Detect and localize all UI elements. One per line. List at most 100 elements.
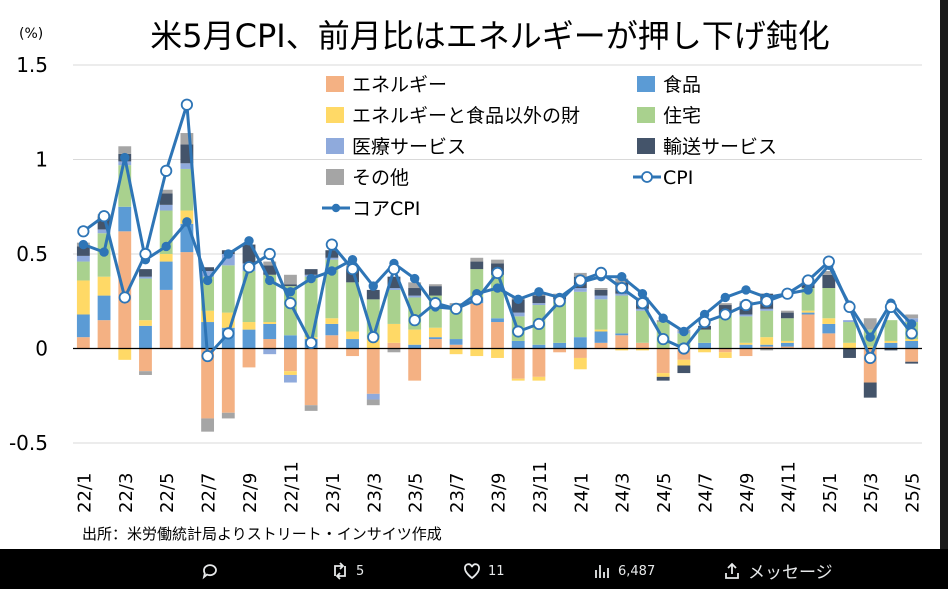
cpi-point (263, 247, 276, 261)
bar-segment (615, 293, 629, 296)
legend-swatch (637, 76, 655, 92)
cpi-point (346, 263, 359, 276)
chart-card: 米5月CPI、前月比はエネルギーが押し下げ鈍化 (%) -0.5 0 0.5 1 1.5 22… (0, 0, 940, 549)
bar-segment (408, 295, 422, 298)
bar-segment (325, 323, 339, 336)
cpi-point (657, 332, 670, 346)
bar-segment (884, 348, 898, 351)
bar-segment (843, 320, 856, 323)
cpi-point (843, 300, 856, 314)
bar-segment (801, 288, 815, 311)
bar-segment (780, 318, 794, 341)
x-tick-label: 22/11 (281, 461, 302, 513)
bar-segment (159, 289, 173, 349)
bar-segment (139, 371, 152, 375)
y-tick-label: -0.5 (9, 431, 48, 455)
legend-swatch (326, 169, 344, 185)
bar-segment (242, 329, 256, 349)
core-cpi-point (617, 271, 627, 282)
bar-segment (532, 348, 546, 377)
bar-segment (822, 333, 836, 349)
core-cpi-point (223, 249, 234, 259)
bar-segment (905, 348, 919, 362)
bar-segment (594, 329, 608, 332)
core-cpi-point (99, 247, 109, 257)
legend-swatch (326, 76, 344, 92)
bar-segment (428, 284, 442, 287)
bar-segment (387, 348, 401, 353)
bar-segment (118, 348, 132, 360)
bar-segment (263, 339, 277, 349)
core-cpi-point (161, 241, 171, 252)
bar-segment (718, 352, 732, 358)
bar-segment (573, 291, 587, 338)
bar-segment (139, 348, 152, 372)
bar-segment (118, 146, 132, 154)
bar-segment (780, 346, 794, 349)
retweet-button[interactable]: 5 (330, 561, 364, 581)
bar-segment (470, 257, 484, 262)
bar-segment (636, 342, 649, 349)
scrollbar[interactable] (940, 0, 948, 549)
cpi-point (802, 274, 815, 287)
bar-segment (263, 261, 277, 266)
bar-segment (284, 284, 297, 287)
bar-segment (346, 339, 359, 349)
bar-segment (511, 348, 525, 379)
core-cpi-point (244, 236, 254, 246)
cpi-point (180, 98, 193, 111)
x-tick-label: 22/5 (157, 473, 178, 513)
bar-segment (905, 340, 919, 349)
bar-segment (180, 163, 194, 169)
core-cpi-point (803, 285, 813, 295)
cpi-point (615, 281, 628, 295)
source-note: 出所：米労働統計局よりストリート・インサイツ作成 (82, 525, 442, 543)
bar-segment (801, 312, 815, 315)
legend-label: 輸送サービス (663, 136, 777, 158)
reply-button[interactable] (200, 561, 220, 581)
bar-segment (863, 318, 877, 330)
bar-segment (366, 393, 380, 400)
x-tick-label: 22/1 (74, 473, 95, 513)
bar-segment (491, 348, 504, 358)
cpi-point (884, 300, 898, 314)
x-tick-label: 23/11 (530, 461, 551, 513)
bar-segment (532, 344, 546, 349)
bar-segment (97, 295, 111, 321)
bar-segment (594, 288, 608, 290)
bar-segment (139, 278, 152, 321)
retweet-count: 5 (356, 563, 365, 579)
bar-segment (884, 340, 898, 343)
bar-segment (159, 193, 173, 205)
bar-segment (594, 331, 608, 343)
cpi-point (864, 351, 877, 365)
bar-segment (139, 269, 152, 277)
like-button[interactable]: 11 (462, 561, 505, 581)
core-cpi-point (327, 266, 337, 276)
y-tick-label: 1.5 (16, 53, 48, 77)
bar-segment (760, 310, 774, 338)
core-cpi-point (720, 292, 730, 303)
bar-segment (76, 280, 90, 315)
bar-segment (594, 295, 608, 300)
bar-segment (139, 325, 152, 349)
cpi-point (284, 297, 297, 310)
x-tick-label: 25/3 (861, 473, 882, 513)
message-button[interactable]: メッセージ (722, 558, 833, 583)
legend-label: エネルギー (352, 74, 447, 96)
bar-segment (905, 339, 919, 341)
bar-segment (511, 378, 525, 381)
bar-segment (118, 231, 132, 349)
bar-segment (780, 340, 794, 343)
bar-segment (263, 274, 277, 323)
bar-segment (159, 204, 173, 211)
bar-segment (491, 259, 504, 264)
bar-segment (573, 337, 587, 349)
bar-segment (594, 342, 608, 349)
bar-segment (656, 348, 670, 374)
bar-segment (304, 348, 318, 406)
cpi-point (242, 261, 256, 274)
bar-segment (97, 229, 111, 234)
bar-segment (884, 342, 898, 349)
views-button[interactable]: 6,487 (592, 561, 655, 581)
